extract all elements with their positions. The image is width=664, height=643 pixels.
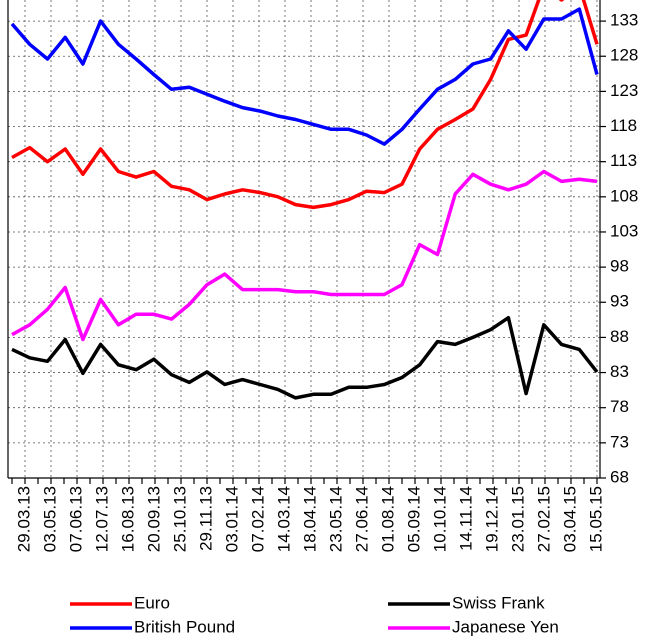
x-tick-label: 20.09.13 [144,486,163,552]
x-tick-label: 07.02.14 [248,486,267,552]
x-tick-label: 25.10.13 [170,486,189,552]
y-tick-label: 113 [610,151,637,170]
legend-label: Swiss Frank [452,593,545,612]
y-tick-label: 123 [610,81,638,100]
series-line [11,169,598,342]
x-tick-label: 27.06.14 [352,486,371,552]
x-tick-label: 12.07.13 [92,486,111,552]
x-tick-label: 19.12.14 [482,486,501,552]
legend-label: British Pound [134,617,235,636]
y-tick-label: 78 [610,397,629,416]
y-tick-label: 68 [610,467,629,486]
x-tick-label: 03.01.14 [222,486,241,552]
y-tick-label: 73 [610,432,629,451]
x-tick-label: 23.01.15 [508,486,527,552]
x-tick-label: 16.08.13 [118,486,137,552]
series-line [11,0,599,210]
x-tick-label: 03.04.15 [560,486,579,552]
y-tick-label: 93 [610,292,629,311]
legend-label: Euro [134,593,170,612]
x-tick-label: 18.04.14 [300,486,319,552]
x-tick-label: 29.03.13 [14,486,33,552]
y-tick-label: 128 [610,46,638,65]
series-line [11,315,599,400]
x-tick-label: 07.06.13 [66,486,85,552]
series-line [10,7,599,146]
x-tick-label: 14.11.14 [456,486,475,551]
x-tick-label: 05.09.14 [404,486,423,552]
x-tick-label: 15.05.15 [586,486,605,552]
x-tick-label: 10.10.14 [430,486,449,552]
x-tick-label: 23.05.14 [326,486,345,552]
x-tick-label: 01.08.14 [378,486,397,552]
x-tick-label: 03.05.13 [40,486,59,552]
x-tick-label: 29.11.13 [196,486,215,551]
legend-label: Japanese Yen [452,617,559,636]
y-tick-label: 133 [610,11,638,30]
y-tick-label: 83 [610,362,629,381]
y-tick-label: 118 [610,116,637,135]
y-tick-label: 98 [610,257,629,276]
plot-area [10,0,599,400]
x-tick-label: 14.03.14 [274,486,293,552]
y-tick-label: 108 [610,186,638,205]
y-tick-label: 103 [610,221,638,240]
x-tick-label: 27.02.15 [534,486,553,552]
y-tick-label: 88 [610,327,629,346]
